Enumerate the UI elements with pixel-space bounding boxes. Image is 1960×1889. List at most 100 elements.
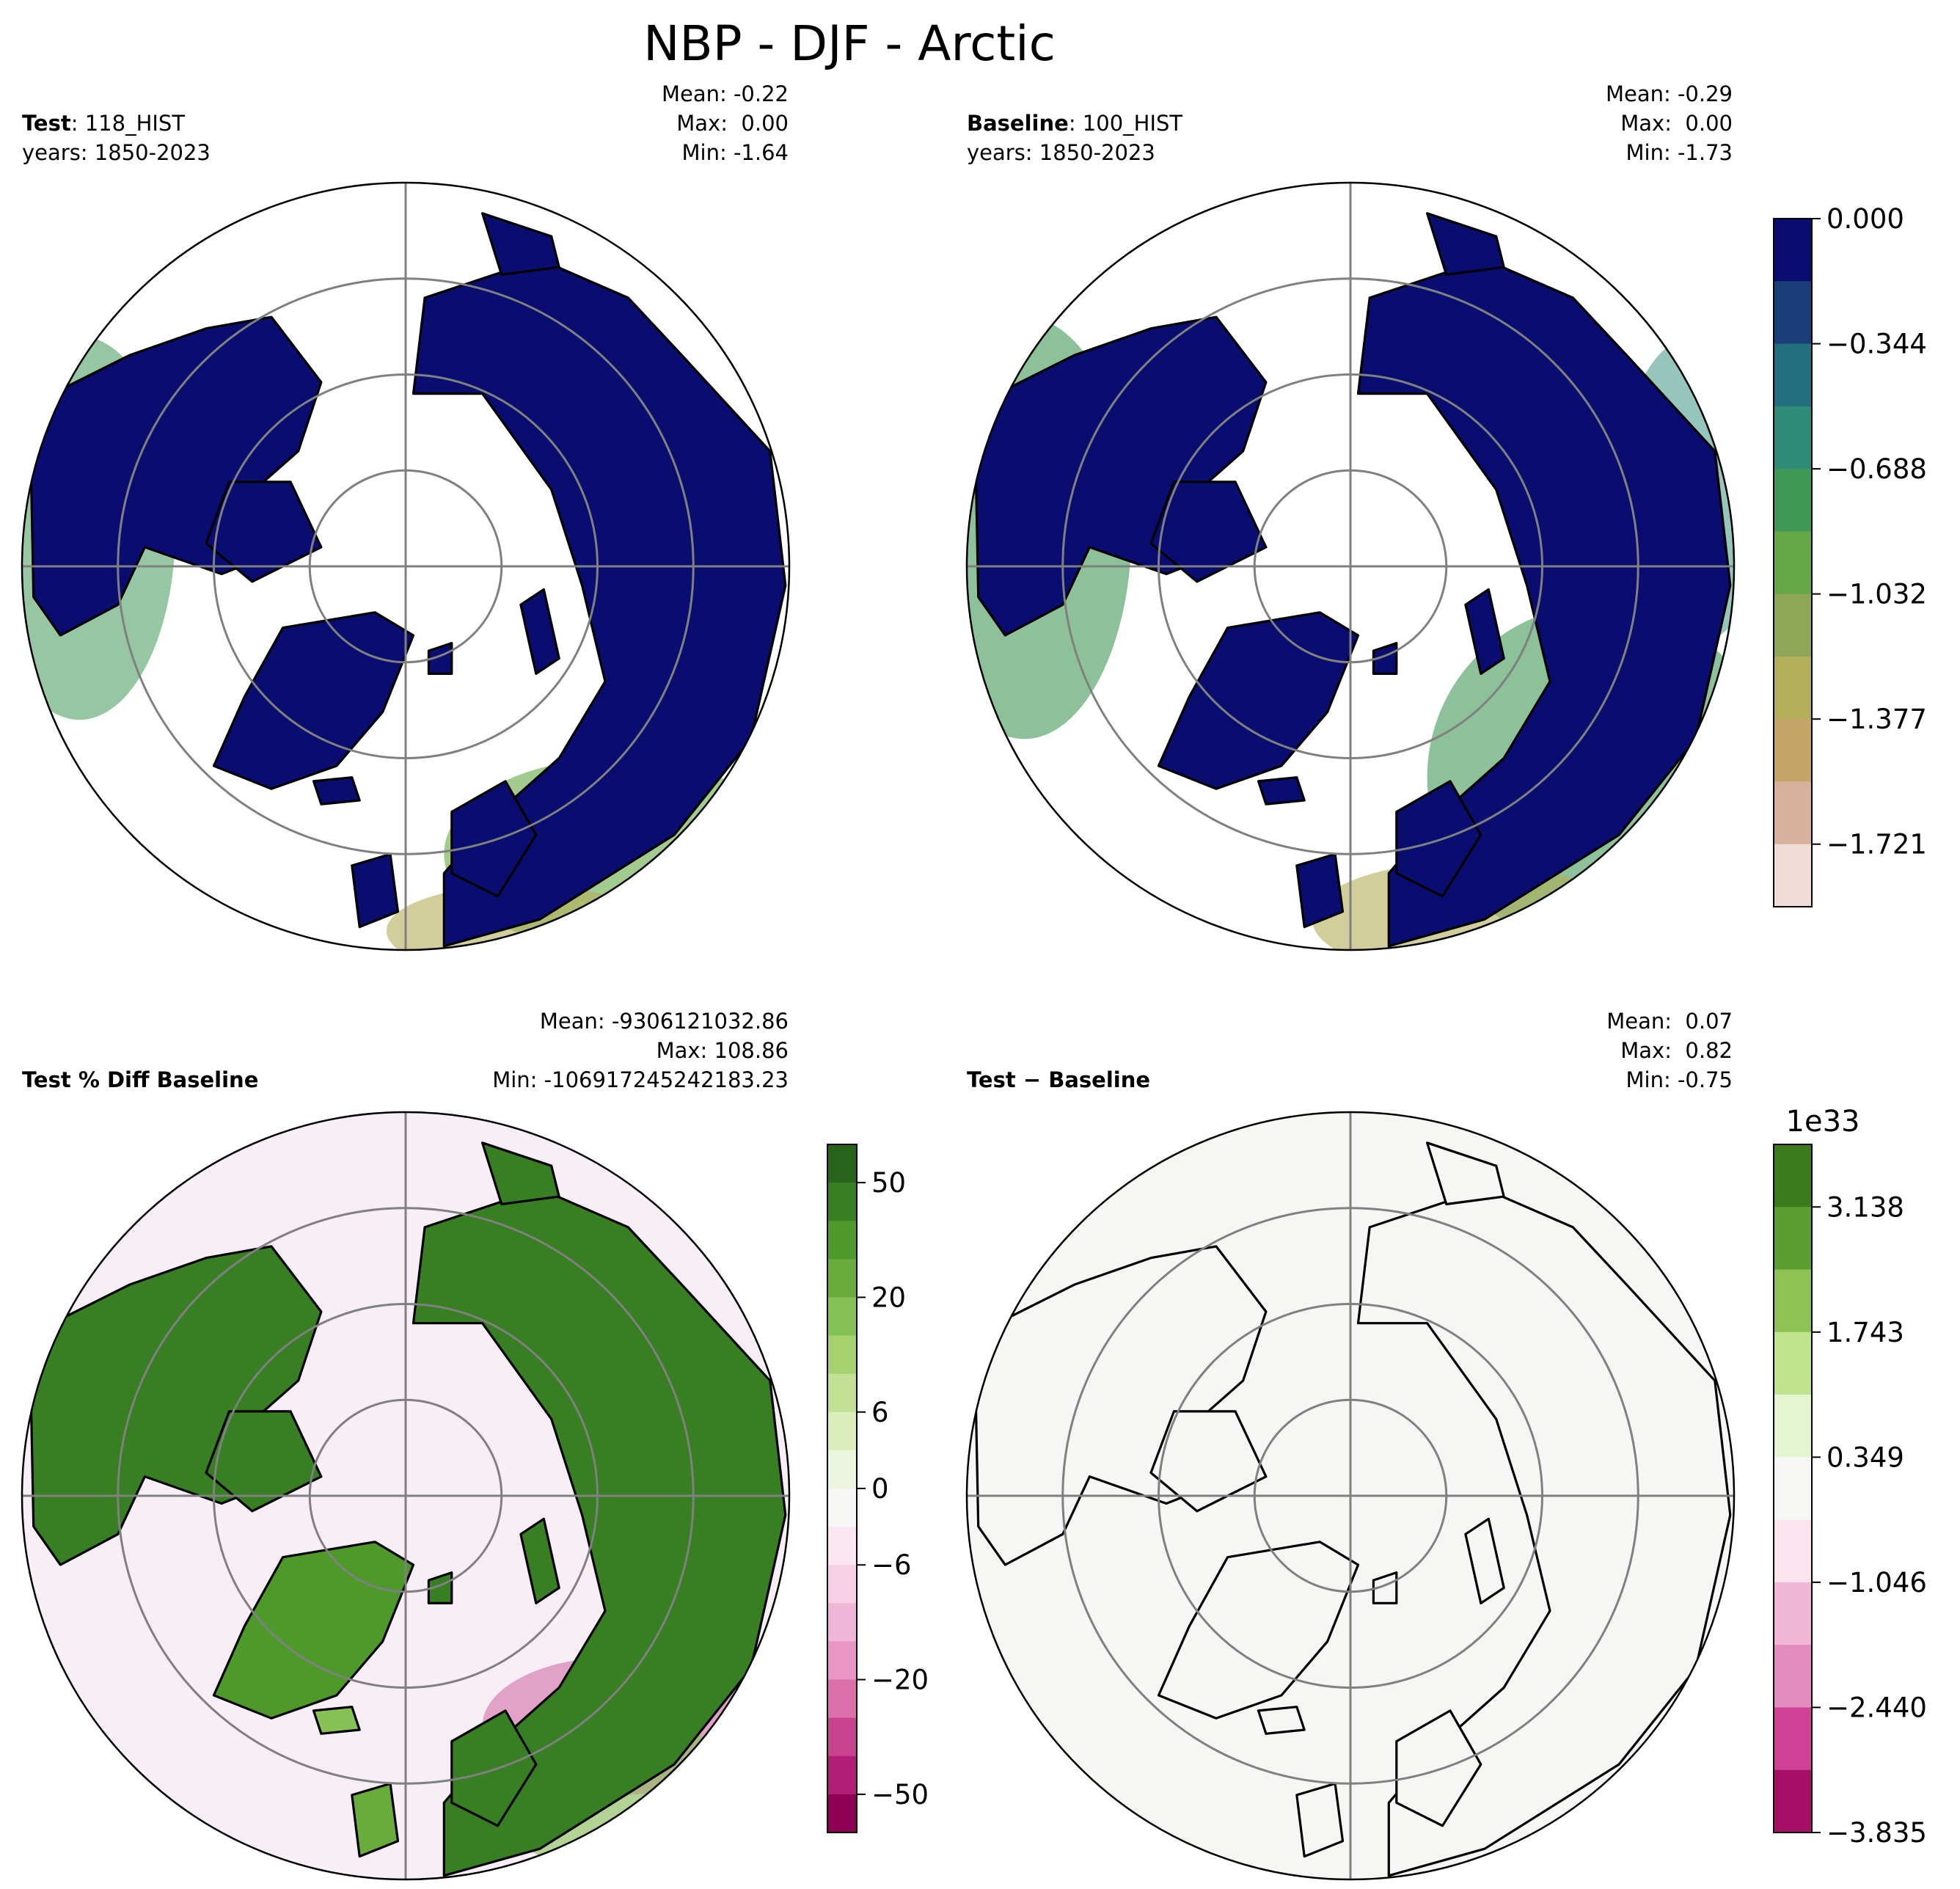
baseline-colorbar-swatch-0	[1774, 219, 1812, 282]
land-alaska	[1425, 212, 1505, 277]
panel-test: Test: 118_HIST years: 1850-2023 Mean: -0…	[21, 81, 791, 951]
baseline-colorbar-tick-label-5: −1.721	[1826, 829, 1927, 861]
test-label-run: : 118_HIST	[71, 111, 186, 136]
baseline-colorbar-swatch-6	[1774, 593, 1812, 657]
map-body	[22, 1112, 789, 1879]
map-boundary	[21, 181, 791, 951]
land-alaska	[480, 212, 560, 277]
map-body	[967, 183, 1734, 950]
land-iceland	[312, 1706, 361, 1735]
land-eurasia	[1356, 258, 1732, 948]
pctdiff-colorbar-swatch-14	[827, 1679, 857, 1719]
pctdiff-colorbar-swatch-3	[827, 1259, 857, 1298]
pctdiff-colorbar-tick-label-5: −20	[871, 1665, 929, 1696]
figure-title: NBP - DJF - Arctic	[643, 15, 1056, 72]
test-label-bold: Test	[22, 111, 71, 136]
map-boundary	[965, 181, 1736, 951]
land-svalbard	[1372, 641, 1398, 676]
pctdiff-colorbar-swatch-5	[827, 1335, 857, 1375]
land-novaya	[519, 588, 560, 676]
test-map	[21, 181, 791, 951]
baseline-colorbar-tick-label-2: −0.688	[1826, 453, 1927, 485]
test-stat-max: Max: 0.00	[676, 111, 789, 136]
pctdiff-colorbar-tick-label-0: 50	[871, 1167, 906, 1199]
pctdiff-colorbar-swatch-6	[827, 1373, 857, 1413]
pctdiff-colorbar-swatch-4	[827, 1297, 857, 1337]
map-boundary	[21, 1111, 791, 1881]
baseline-label-bold: Baseline	[967, 111, 1069, 136]
land-svalbard	[427, 1571, 453, 1604]
test-stat-mean: Mean: -0.22	[662, 81, 789, 106]
baseline-stat-min: Min: -1.73	[1626, 140, 1733, 165]
difference-colorbar-frame	[1773, 1144, 1813, 1833]
pctdiff-colorbar-tick-label-6: −50	[871, 1779, 929, 1811]
land-iceland	[1257, 1706, 1306, 1735]
baseline-colorbar-swatch-2	[1774, 343, 1812, 407]
baseline-colorbar-swatch-1	[1774, 281, 1812, 345]
baseline-map	[965, 181, 1736, 951]
baseline-colorbar-tick-label-3: −1.032	[1826, 579, 1927, 610]
difference-colorbar-swatch-3	[1774, 1331, 1812, 1395]
map-body	[967, 1112, 1734, 1879]
pctdiff-stat-mean: Mean: -9306121032.86	[540, 1009, 789, 1034]
land-scandinavia	[1395, 780, 1482, 898]
pctdiff-stat-max: Max: 108.86	[657, 1038, 789, 1063]
land-svalbard	[427, 641, 453, 676]
pctdiff-colorbar-swatch-0	[827, 1144, 857, 1183]
baseline-colorbar-swatch-7	[1774, 656, 1812, 720]
pctdiff-colorbar-swatch-10	[827, 1527, 857, 1565]
pctdiff-colorbar-swatch-15	[827, 1717, 857, 1757]
pctdiff-colorbar-tick-label-4: −6	[871, 1549, 912, 1581]
difference-colorbar-tick-label-5: −3.835	[1826, 1817, 1927, 1849]
difference-colorbar-tick-label-3: −1.046	[1826, 1567, 1927, 1598]
land-greenland	[1157, 1541, 1360, 1720]
pctdiff-colorbar-tick-label-1: 20	[871, 1282, 906, 1313]
land-britain	[1295, 1782, 1345, 1858]
pctdiff-map	[21, 1111, 791, 1881]
land-greenland	[212, 611, 415, 790]
difference-colorbar-swatch-7	[1774, 1582, 1812, 1645]
difference-colorbar-tick-label-2: 0.349	[1826, 1442, 1904, 1473]
land-archipelago	[1149, 1410, 1268, 1513]
land-greenland	[1157, 611, 1360, 790]
test-stat-min: Min: -1.64	[682, 140, 789, 165]
land-iceland	[1257, 776, 1306, 805]
pctdiff-colorbar-swatch-1	[827, 1183, 857, 1221]
panel-difference: Test − Baseline Mean: 0.07 Max: 0.82 Min…	[965, 1009, 1927, 1881]
pctdiff-colorbar-swatch-17	[827, 1794, 857, 1833]
pctdiff-stat-min: Min: -106917245242183.23	[492, 1067, 789, 1092]
land-novaya	[1464, 588, 1505, 676]
land-scandinavia	[450, 780, 538, 898]
baseline-years: years: 1850-2023	[967, 140, 1155, 165]
baseline-colorbar-swatch-8	[1774, 719, 1812, 783]
land-britain	[351, 852, 400, 929]
difference-colorbar-swatch-6	[1774, 1519, 1812, 1583]
land-britain	[351, 1782, 400, 1858]
land-eurasia	[412, 1187, 787, 1877]
baseline-colorbar-frame	[1773, 218, 1813, 907]
land-novaya	[519, 1517, 560, 1604]
land-alaska	[1425, 1141, 1505, 1206]
difference-colorbar-tick-label-4: −2.440	[1826, 1692, 1927, 1723]
land-svalbard	[1372, 1571, 1398, 1604]
pctdiff-colorbar-tick-label-2: 6	[871, 1397, 889, 1428]
diff-stat-max: Max: 0.82	[1620, 1038, 1733, 1063]
pctdiff-colorbar-swatch-2	[827, 1221, 857, 1260]
pctdiff-colorbar-swatch-7	[827, 1411, 857, 1451]
diff-stat-min: Min: -0.75	[1626, 1067, 1733, 1092]
land-eurasia	[1356, 1187, 1732, 1877]
baseline-colorbar-tick-label-1: −0.344	[1826, 329, 1927, 360]
difference-colorbar-tick-label-0: 3.138	[1826, 1191, 1904, 1223]
baseline-colorbar-swatch-4	[1774, 469, 1812, 532]
land-scandinavia	[1395, 1709, 1482, 1827]
difference-colorbar-swatch-9	[1774, 1707, 1812, 1771]
land-britain	[1295, 852, 1345, 929]
difference-colorbar-swatch-4	[1774, 1395, 1812, 1458]
difference-colorbar-swatch-2	[1774, 1269, 1812, 1333]
baseline-stat-max: Max: 0.00	[1620, 111, 1733, 136]
panel-percent-diff: Test % Diff Baseline Mean: -9306121032.8…	[21, 1009, 929, 1881]
pctdiff-label: Test % Diff Baseline	[22, 1067, 258, 1092]
pctdiff-colorbar-swatch-12	[827, 1603, 857, 1643]
pctdiff-colorbar-swatch-16	[827, 1755, 857, 1795]
baseline-colorbar-swatch-10	[1774, 844, 1812, 907]
